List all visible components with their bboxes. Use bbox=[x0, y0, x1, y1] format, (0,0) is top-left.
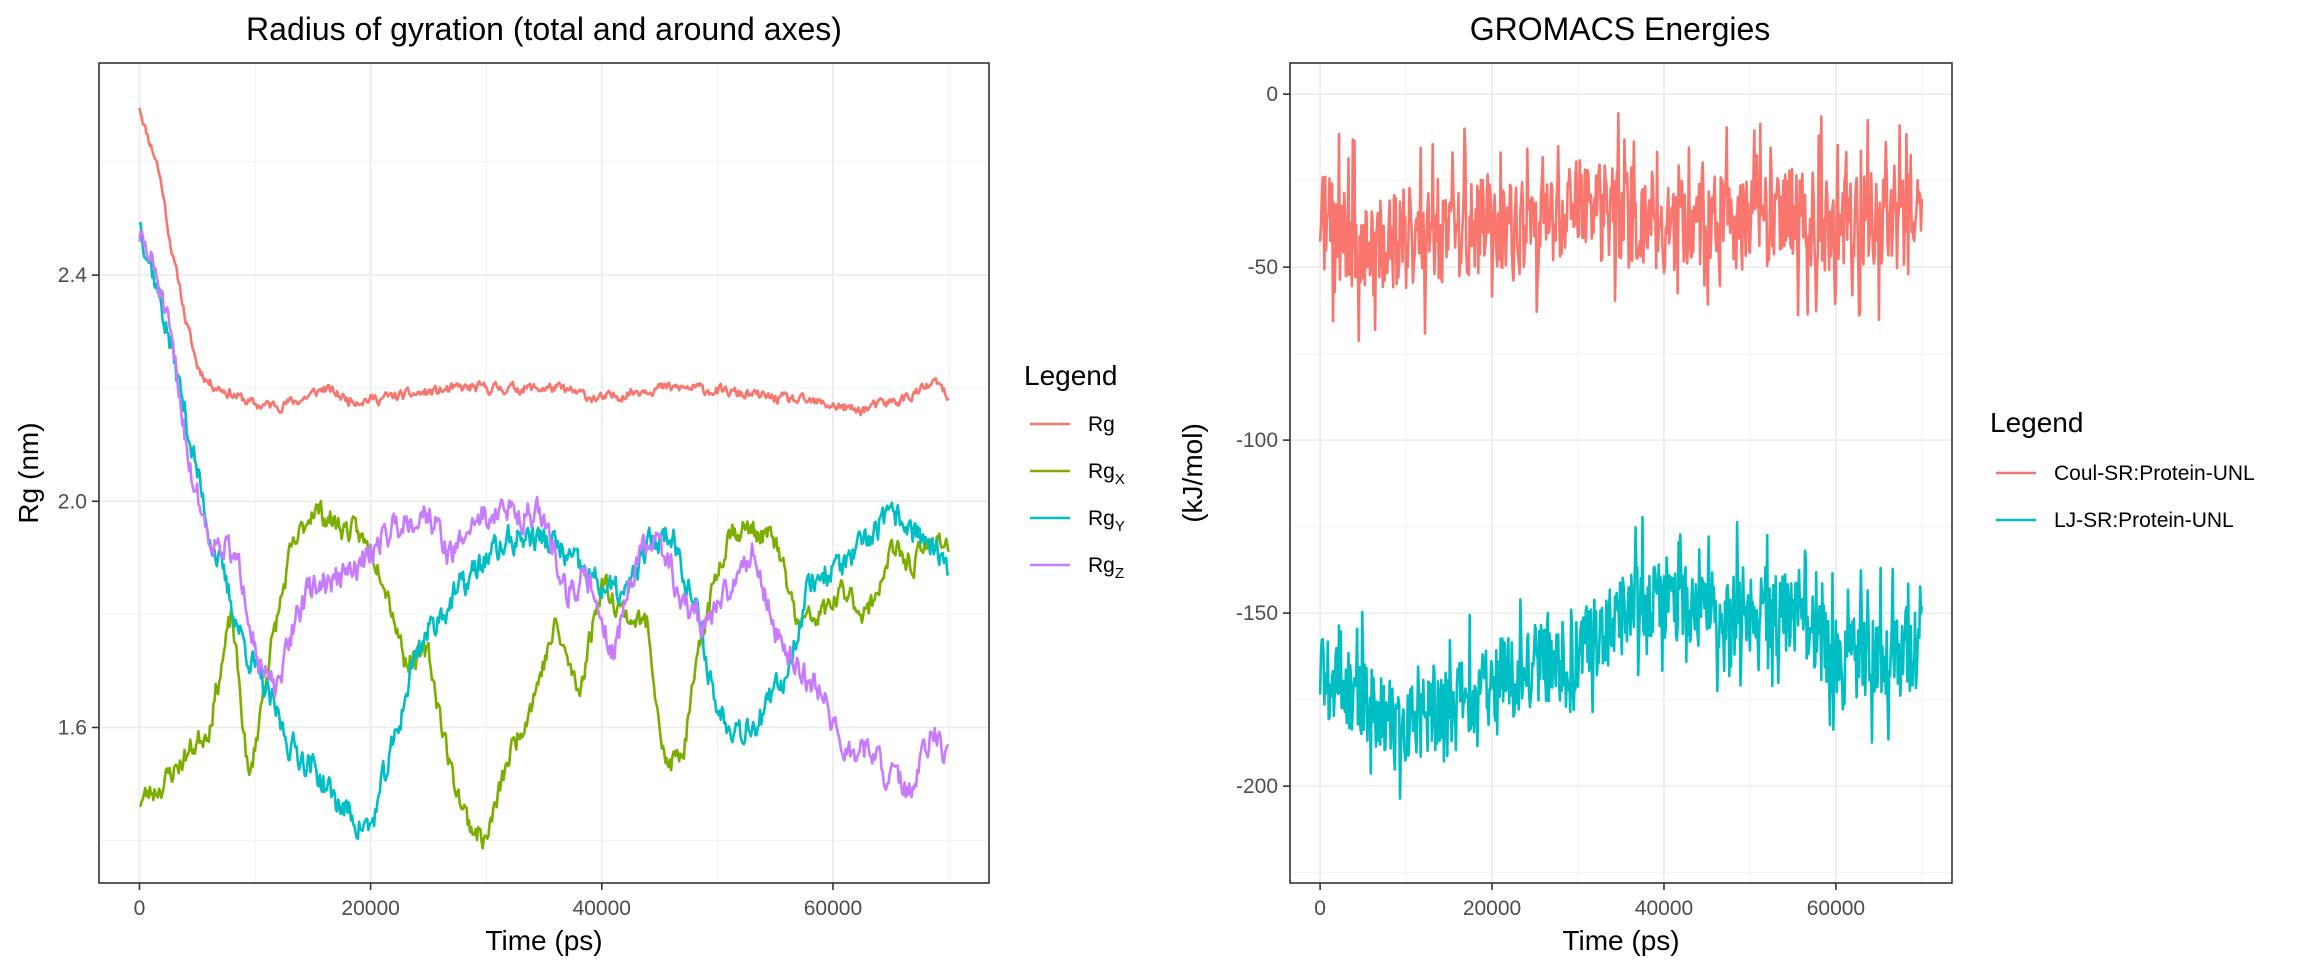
energy-y-tick-label: 0 bbox=[1266, 83, 1278, 106]
rg-chart-ticks: 0 20000 40000 60000 1.6 2.0 2.4 bbox=[58, 264, 862, 920]
rg-x-tick-label: 0 bbox=[134, 897, 146, 920]
energy-chart-legend: Legend Coul-SR:Protein-UNL LJ-SR:Protein-… bbox=[1990, 407, 2255, 532]
energy-chart-title: GROMACS Energies bbox=[1470, 11, 1771, 47]
energy-x-tick-label: 0 bbox=[1314, 897, 1326, 920]
energy-series-line-lj-sr-protein-unl bbox=[1318, 515, 1924, 800]
energy-legend-title: Legend bbox=[1990, 407, 2083, 438]
energy-x-tick-label: 40000 bbox=[1635, 897, 1693, 920]
rg-y-tick-label: 2.4 bbox=[58, 264, 88, 287]
energy-chart-x-axis-label: Time (ps) bbox=[1562, 925, 1679, 956]
energy-y-tick-label: -200 bbox=[1236, 775, 1278, 798]
rg-series-line-rgx bbox=[139, 499, 950, 850]
rg-y-tick-label: 1.6 bbox=[58, 716, 87, 739]
energy-legend-label-lj-sr-protein-unl: LJ-SR:Protein-UNL bbox=[2054, 509, 2234, 532]
rg-chart-series bbox=[138, 107, 950, 850]
rg-chart-x-axis-label: Time (ps) bbox=[485, 925, 602, 956]
rg-x-tick-label: 20000 bbox=[341, 897, 399, 920]
rg-series-line-rg bbox=[138, 107, 950, 417]
rg-y-tick-label: 2.0 bbox=[58, 490, 87, 513]
energy-chart-y-axis-label: (kJ/mol) bbox=[1177, 423, 1208, 523]
rg-chart-legend: Legend Rg RgX RgY RgZ bbox=[1024, 360, 1125, 582]
rg-chart-panel-border bbox=[98, 62, 990, 884]
rg-x-tick-label: 40000 bbox=[573, 897, 631, 920]
energy-legend-label-coul-sr-protein-unl: Coul-SR:Protein-UNL bbox=[2054, 462, 2255, 485]
rg-legend-title: Legend bbox=[1024, 360, 1117, 391]
rg-chart-title: Radius of gyration (total and around axe… bbox=[246, 11, 842, 47]
rg-legend-label-rgx: RgX bbox=[1088, 460, 1125, 488]
rg-x-tick-label: 60000 bbox=[804, 897, 862, 920]
energy-series-line-coul-sr-protein-unl bbox=[1318, 112, 1924, 343]
rg-legend-label-rgz: RgZ bbox=[1088, 554, 1124, 582]
rg-chart: Radius of gyration (total and around axe… bbox=[13, 11, 1125, 956]
energy-y-tick-label: -150 bbox=[1236, 602, 1278, 625]
energy-chart-ticks: 0 20000 40000 60000 0 -50 -100 -150 -200 bbox=[1236, 83, 1865, 920]
energy-chart-series bbox=[1318, 112, 1924, 800]
rg-series-line-rgy bbox=[138, 221, 950, 841]
energy-chart: GROMACS Energies 0 20000 40000 60000 0 -50 -10… bbox=[1177, 11, 2255, 956]
energy-x-tick-label: 20000 bbox=[1463, 897, 1521, 920]
rg-chart-y-axis-label: Rg (nm) bbox=[13, 422, 44, 523]
rg-legend-label-rg: Rg bbox=[1088, 413, 1115, 436]
rg-series-line-rgz bbox=[138, 229, 950, 799]
energy-x-tick-label: 60000 bbox=[1807, 897, 1865, 920]
energy-chart-gridlines bbox=[1290, 63, 1952, 883]
energy-y-tick-label: -100 bbox=[1236, 429, 1278, 452]
rg-legend-label-rgy: RgY bbox=[1088, 507, 1125, 535]
energy-chart-panel-border bbox=[1289, 62, 1953, 884]
energy-y-tick-label: -50 bbox=[1248, 256, 1278, 279]
